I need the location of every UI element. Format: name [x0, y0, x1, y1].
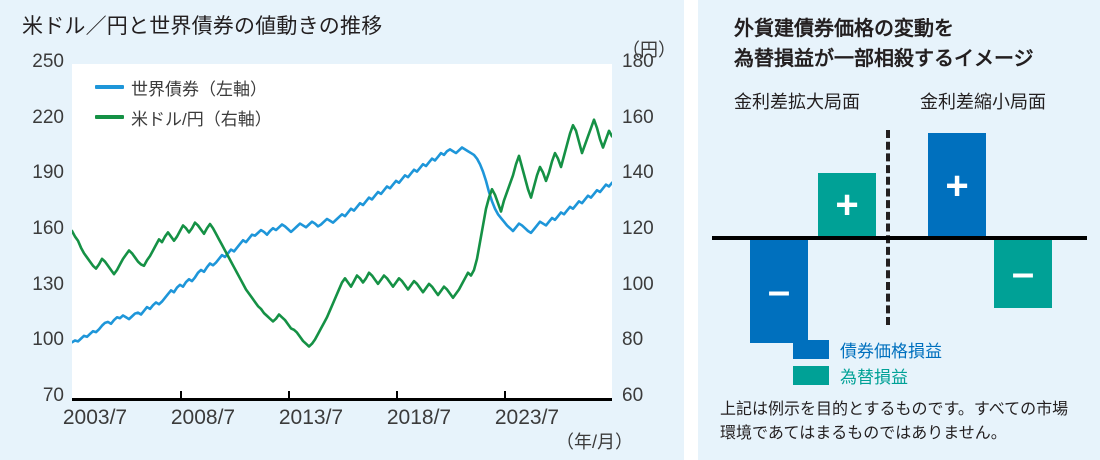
plot-area [72, 64, 612, 398]
left-axis-tick: 220 [32, 106, 64, 128]
x-axis-tick: 2018/7 [386, 406, 452, 429]
x-axis-tickmark [180, 391, 182, 399]
legend-label: 為替損益 [840, 367, 908, 387]
legend-label: 債券価格損益 [840, 341, 942, 361]
left-axis-tick: 100 [32, 329, 64, 351]
right-panel-title: 外貨建債券価格の変動を 為替損益が一部相殺するイメージ [734, 18, 1034, 70]
phase-label-widening: 金利差拡大局面 [734, 92, 860, 112]
x-axis-tickmark [504, 391, 506, 399]
x-axis-tickmark [396, 391, 398, 399]
legend-swatch [793, 365, 829, 385]
bar-positive: + [928, 133, 986, 238]
bar-legend: 債券価格損益 為替損益 [793, 336, 942, 388]
x-axis-tick: 2008/7 [170, 406, 236, 429]
bar-sign-label: – [1011, 251, 1035, 296]
line-chart-svg [72, 118, 612, 348]
legend-color-line [95, 115, 124, 119]
bar-positive: + [818, 172, 876, 238]
left-axis-tick: 160 [32, 218, 64, 239]
right-axis-unit: （円） [622, 40, 676, 60]
right-axis-tick: 180 [622, 51, 654, 72]
bar-negative: – [994, 238, 1052, 309]
legend-label: 米ドル/円（右軸） [131, 109, 272, 129]
x-axis-tick: 2023/7 [494, 406, 560, 429]
bar-negative: – [750, 238, 808, 343]
right-axis-tick: 160 [622, 106, 654, 128]
right-axis-tick: 120 [622, 218, 654, 239]
legend-item-world-bond: 世界債券（左軸） [95, 72, 272, 102]
legend-swatch [793, 339, 829, 359]
line-chart-panel: 米ドル／円と世界債券の値動きの推移 （円） （年/月） 70 100 130 160 1… [0, 0, 684, 460]
legend-item-fx-pl: 為替損益 [793, 362, 942, 388]
left-axis-tick: 190 [32, 162, 64, 184]
disclaimer-note: 上記は例示を目的とするものです。すべての市場 環境であてはまるものではありません… [720, 401, 1069, 442]
bar-sign-label: – [767, 268, 791, 313]
x-axis-tickmark [288, 391, 290, 399]
legend-label: 世界債券（左軸） [131, 79, 267, 99]
chart-legend: 世界債券（左軸） 米ドル/円（右軸） [95, 72, 272, 132]
right-axis-tick: 140 [622, 162, 654, 184]
zero-baseline [712, 236, 1087, 240]
bar-concept-panel: 外貨建債券価格の変動を 為替損益が一部相殺するイメージ 金利差拡大局面 金利差縮… [698, 0, 1100, 460]
x-axis-unit: （年/月） [556, 432, 634, 452]
legend-item-usdjpy: 米ドル/円（右軸） [95, 102, 272, 132]
x-axis-line [72, 398, 612, 401]
phase-label-narrowing: 金利差縮小局面 [920, 92, 1046, 112]
legend-color-line [95, 85, 124, 89]
x-axis-tick: 2003/7 [62, 406, 128, 429]
left-axis-tick: 250 [32, 51, 64, 72]
bar-sign-label: + [945, 163, 969, 208]
page-title: 米ドル／円と世界債券の値動きの推移 [22, 15, 383, 38]
right-axis-tick: 100 [622, 273, 654, 295]
legend-item-bond-pl: 債券価格損益 [793, 336, 942, 362]
phase-divider-dashed-line [886, 130, 890, 325]
right-axis-tick: 80 [622, 329, 644, 351]
bar-sign-label: + [835, 183, 859, 228]
left-axis-tick: 70 [42, 385, 64, 406]
left-axis-tick: 130 [32, 273, 64, 295]
right-axis-tick: 60 [622, 385, 644, 406]
bar-diagram: – + + – [698, 120, 1100, 343]
x-axis-tick: 2013/7 [278, 406, 344, 429]
